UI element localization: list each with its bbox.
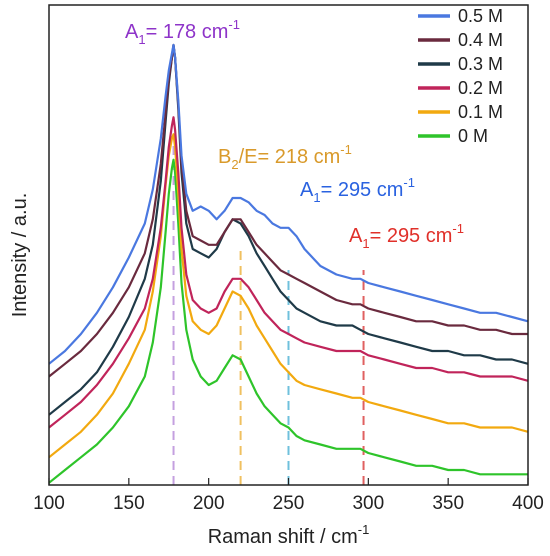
annotation-superscript: -1 [340, 142, 352, 157]
series-line [48, 158, 528, 484]
x-tick-label: 200 [193, 493, 225, 514]
x-tick-label: 150 [113, 493, 145, 514]
series-line [48, 116, 529, 429]
legend-label: 0.3 M [458, 54, 503, 74]
x-tick-label: 400 [512, 493, 544, 514]
peak-annotations: A1= 178 cm-1B2/E= 218 cm-1A1= 295 cm-1A1… [125, 17, 464, 251]
x-axis-title-text: Raman shift / cm [208, 526, 358, 548]
annotation-subscript: 1 [313, 190, 320, 205]
x-tick-label: 100 [33, 493, 65, 514]
legend: 0.5 M 0.4 M 0.3 M 0.2 M 0.1 M 0 M [418, 6, 503, 146]
x-tick-label: 250 [273, 493, 305, 514]
annotation-text: /E= 218 cm [239, 146, 341, 168]
legend-label: 0.2 M [458, 78, 503, 98]
x-tick-label: 350 [432, 493, 464, 514]
series-lines [48, 43, 529, 484]
annotation-main: A [349, 225, 363, 247]
x-axis-ticks: 100 150 200 250 300 350 400 [33, 478, 544, 514]
series-line [48, 43, 529, 365]
series-line [48, 43, 529, 416]
annotation-subscript: 1 [138, 32, 145, 47]
annotation-superscript: -1 [452, 221, 464, 236]
annotation-text: = 178 cm [146, 21, 229, 43]
x-axis-title-superscript: -1 [358, 522, 370, 537]
annotation-main: A [300, 179, 314, 201]
peak-annotation: A1= 178 cm-1 [125, 17, 240, 47]
legend-label: 0.1 M [458, 102, 503, 122]
x-axis-title: Raman shift / cm-1 [208, 522, 370, 548]
annotation-subscript: 1 [362, 236, 369, 251]
annotation-subscript: 2 [231, 157, 238, 172]
peak-annotation: B2/E= 218 cm-1 [218, 142, 352, 172]
y-axis-title: Intensity / a.u. [9, 193, 31, 318]
series-line [48, 43, 528, 378]
annotation-main: A [125, 21, 139, 43]
plot-frame [48, 4, 529, 486]
annotation-text: = 295 cm [370, 225, 453, 247]
annotation-superscript: -1 [403, 175, 415, 190]
peak-annotation: A1= 295 cm-1 [349, 221, 464, 251]
annotation-main: B [218, 146, 231, 168]
series-line [48, 133, 529, 459]
annotation-text: = 295 cm [321, 179, 404, 201]
legend-label: 0.5 M [458, 6, 503, 26]
peak-annotation: A1= 295 cm-1 [300, 175, 415, 205]
annotation-superscript: -1 [228, 17, 240, 32]
x-tick-label: 300 [352, 493, 384, 514]
legend-label: 0.4 M [458, 30, 503, 50]
legend-label: 0 M [458, 126, 488, 146]
annotation-lines [172, 140, 365, 485]
